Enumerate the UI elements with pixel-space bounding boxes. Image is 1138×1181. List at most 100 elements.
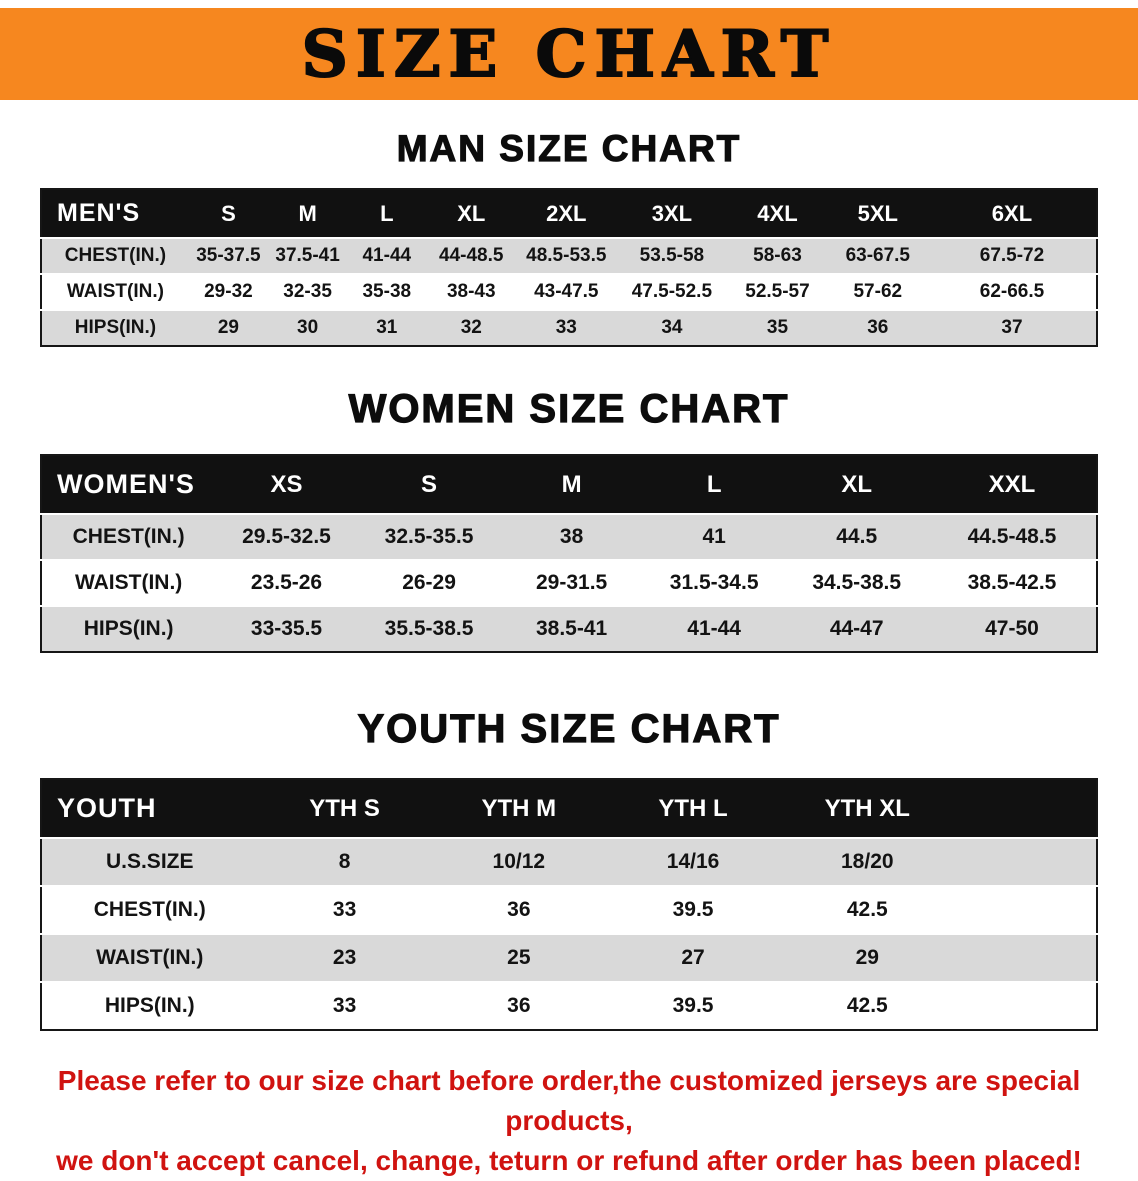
size-value: 62-66.5 (979, 281, 1045, 302)
size-value: 33 (332, 994, 357, 1017)
men-size-table: MEN'S S M L XL 2XL 3XL 4XL 5XL 6XL CHEST(IN.) 35-37… (40, 188, 1098, 347)
size-column-header: M (561, 470, 582, 498)
row-label: HIPS(IN.) (83, 617, 174, 640)
row-label: CHEST(IN.) (64, 245, 167, 266)
size-value: 67.5-72 (979, 245, 1045, 266)
size-column-header: 3XL (651, 200, 693, 226)
women-section-heading: WOMEN SIZE CHART (348, 386, 790, 431)
disclaimer-line-2: we don't accept cancel, change, teturn o… (56, 1145, 1082, 1176)
size-value: 35 (766, 317, 789, 338)
row-label: U.S.SIZE (105, 850, 194, 873)
spacer-cell (954, 779, 1097, 838)
size-column-header: YTH XL (824, 794, 910, 822)
size-value: 14/16 (666, 850, 720, 873)
header-row: WOMEN'S XS S M L XL XXL (41, 455, 1097, 514)
size-column-header: L (706, 470, 722, 498)
size-value: 32.5-35.5 (384, 525, 474, 548)
size-value: 23.5-26 (250, 571, 323, 594)
size-column-header: S (421, 470, 438, 498)
youth-size-table: YOUTH YTH S YTH M YTH L YTH XL U.S.SIZE 8 10/12… (40, 778, 1098, 1031)
size-value: 36 (507, 898, 531, 921)
size-value: 30 (297, 317, 319, 338)
disclaimer-line-1: Please refer to our size chart before or… (57, 1065, 1081, 1136)
size-value: 41 (702, 525, 726, 548)
size-column-header: YTH L (658, 794, 728, 822)
size-column-header: XL (457, 200, 486, 226)
table-row: WAIST(IN.) 23 25 27 29 (41, 934, 1097, 982)
row-label-header: YOUTH (57, 793, 157, 823)
size-value: 44.5 (836, 525, 878, 548)
size-value: 36 (507, 994, 531, 1017)
size-value: 41-44 (362, 245, 412, 266)
size-value: 48.5-53.5 (526, 245, 607, 266)
size-value: 37 (1001, 317, 1023, 338)
men-size-section: MAN SIZE CHART MEN'S S M L XL 2XL 3XL 4XL 5XL 6XL… (0, 127, 1138, 347)
women-size-table: WOMEN'S XS S M L XL XXL CHEST(IN.) 29.5-32.5 32.5… (40, 454, 1098, 653)
size-column-header: XS (270, 470, 303, 498)
row-label-header: MEN'S (57, 199, 141, 227)
page-title: SIZE CHART (301, 16, 837, 93)
row-label: WAIST(IN.) (74, 571, 183, 594)
size-value: 39.5 (672, 994, 714, 1017)
table-row: HIPS(IN.) 29 30 31 32 33 34 35 36 37 (41, 310, 1097, 346)
table-row: CHEST(IN.) 35-37.5 37.5-41 41-44 44-48.5 48.5… (41, 238, 1097, 274)
row-label: CHEST(IN.) (72, 525, 185, 548)
table-row: WAIST(IN.) 29-32 32-35 35-38 38-43 43-47.5 47.… (41, 274, 1097, 310)
size-value: 23 (332, 946, 357, 969)
size-column-header: 4XL (757, 200, 798, 226)
spacer-cell (954, 982, 1097, 1030)
disclaimer: Please refer to our size chart before or… (0, 1061, 1138, 1181)
size-value: 34.5-38.5 (812, 571, 902, 594)
size-value: 33 (332, 898, 357, 921)
banner: SIZE CHART (0, 8, 1138, 100)
size-column-header: 6XL (991, 200, 1033, 226)
row-label: WAIST(IN.) (66, 281, 164, 302)
size-value: 8 (338, 850, 351, 873)
spacer-cell (954, 934, 1097, 982)
size-value: 35-37.5 (196, 245, 261, 266)
size-value: 29 (855, 946, 879, 969)
size-value: 41-44 (687, 617, 741, 640)
size-value: 57-62 (853, 281, 903, 302)
header-row: YOUTH YTH S YTH M YTH L YTH XL (41, 779, 1097, 838)
size-value: 18/20 (841, 850, 894, 873)
size-column-header: L (380, 200, 394, 226)
size-value: 36 (867, 317, 889, 338)
youth-size-section: YOUTH SIZE CHART YOUTH YTH S YTH M YTH L YTH… (0, 706, 1138, 1031)
size-value: 42.5 (846, 898, 888, 921)
row-label: HIPS(IN.) (74, 317, 157, 338)
table-row: HIPS(IN.) 33 36 39.5 42.5 (41, 982, 1097, 1030)
table-row: HIPS(IN.) 33-35.5 35.5-38.5 38.5-41 41-44 44-… (41, 606, 1097, 652)
row-label-header: WOMEN'S (57, 469, 195, 499)
size-value: 52.5-57 (745, 281, 810, 302)
size-value: 26-29 (402, 571, 456, 594)
size-value: 47-50 (985, 617, 1039, 640)
size-chart-page: SIZE CHART MAN SIZE CHART MEN'S S M L XL 2XL 3… (0, 8, 1138, 1181)
row-label: HIPS(IN.) (104, 994, 195, 1017)
size-value: 35-38 (362, 281, 412, 302)
size-value: 32 (460, 317, 482, 338)
size-value: 39.5 (672, 898, 714, 921)
table-row: CHEST(IN.) 33 36 39.5 42.5 (41, 886, 1097, 934)
size-value: 38-43 (446, 281, 496, 302)
size-column-header: 2XL (546, 200, 587, 226)
size-value: 34 (661, 317, 683, 338)
table-row: U.S.SIZE 8 10/12 14/16 18/20 (41, 838, 1097, 886)
size-column-header: M (298, 200, 317, 226)
size-column-header: S (221, 200, 236, 226)
size-value: 53.5-58 (639, 245, 705, 266)
size-value: 42.5 (846, 994, 888, 1017)
size-column-header: XL (841, 470, 873, 498)
size-value: 29-32 (204, 281, 253, 302)
size-value: 44-47 (829, 617, 884, 640)
size-value: 25 (507, 946, 531, 969)
size-value: 37.5-41 (275, 245, 340, 266)
size-value: 29.5-32.5 (242, 525, 331, 548)
size-column-header: 5XL (857, 200, 898, 226)
size-column-header: YTH S (309, 794, 380, 822)
table-row: CHEST(IN.) 29.5-32.5 32.5-35.5 38 41 44.5 44.5… (41, 514, 1097, 560)
spacer-cell (954, 886, 1097, 934)
size-value: 63-67.5 (845, 245, 911, 266)
size-column-header: XXL (988, 470, 1036, 498)
size-value: 58-63 (753, 245, 802, 266)
